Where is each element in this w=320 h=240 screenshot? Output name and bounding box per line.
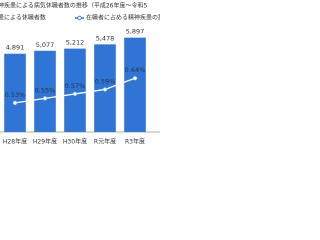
- chart: 精神疾患による病気休職者数の推移（平成26年度～令和5 精神疾患による休職者数 在…: [0, 2, 160, 146]
- x-tick-label: H29年度: [33, 138, 57, 146]
- value-label: 0.57%: [65, 82, 86, 90]
- bar: [4, 53, 26, 132]
- bar: [64, 48, 86, 132]
- legend-label: 在職者に占める精神疾患の割合: [86, 14, 160, 22]
- value-label: 0.53%: [5, 91, 26, 99]
- line-point: [12, 100, 18, 105]
- x-tick-label: R元年度: [94, 138, 116, 146]
- x-tick-label: H28年度: [3, 138, 27, 146]
- x-tick-label: R3年度: [125, 138, 145, 146]
- line-point: [102, 87, 108, 92]
- value-label: 0.59%: [95, 77, 116, 85]
- line-point: [72, 91, 78, 97]
- value-label: 5,478: [96, 34, 115, 42]
- value-label: 5,212: [66, 39, 85, 47]
- value-label: 5,897: [126, 28, 145, 36]
- bar: [124, 37, 146, 133]
- value-label: 4,891: [6, 44, 25, 52]
- bar: [34, 50, 56, 132]
- line-point: [132, 76, 138, 81]
- legend-label: 精神疾患による休職者数: [0, 14, 46, 22]
- line-point: [42, 96, 48, 101]
- value-label: 0.55%: [35, 86, 56, 94]
- value-label: 0.64%: [125, 66, 146, 74]
- value-label: 5,077: [36, 41, 55, 49]
- legend-swatch: [77, 15, 82, 21]
- x-tick-label: H30年度: [63, 138, 87, 146]
- chart-title: 精神疾患による病気休職者数の推移（平成26年度～令和5: [0, 2, 147, 10]
